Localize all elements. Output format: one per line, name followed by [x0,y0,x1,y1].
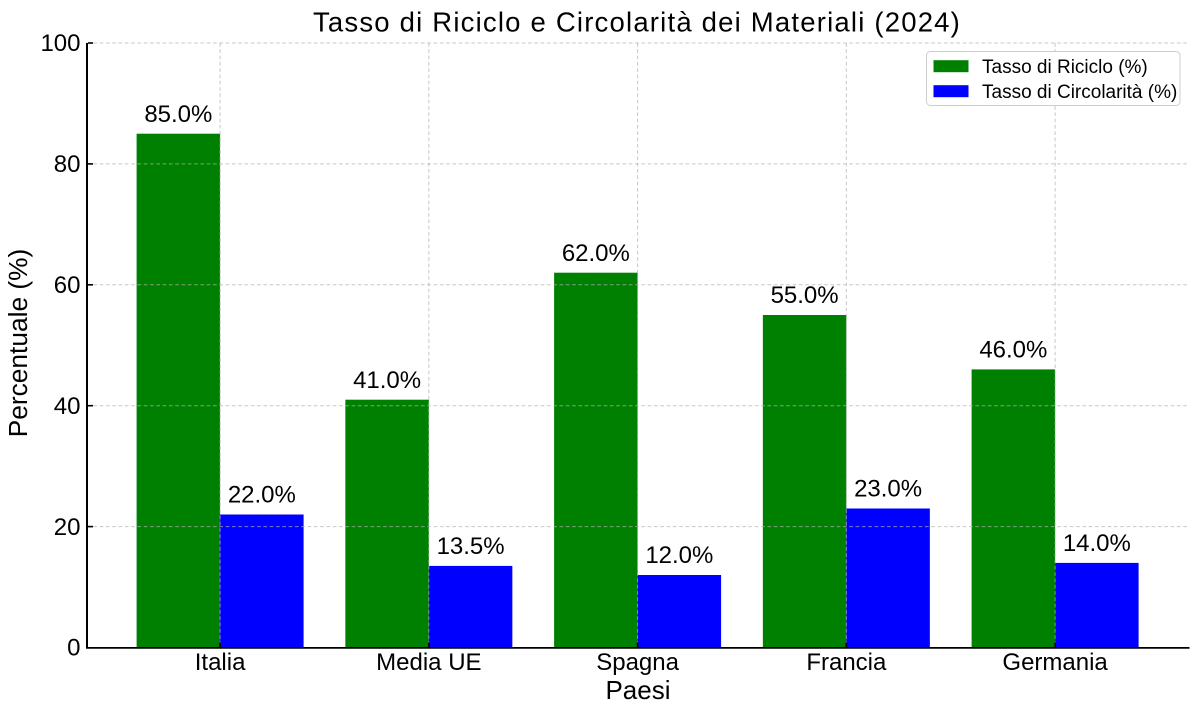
svg-text:Francia: Francia [806,649,887,676]
svg-text:60: 60 [54,272,81,299]
svg-text:14.0%: 14.0% [1063,530,1131,557]
svg-text:40: 40 [54,393,81,420]
svg-text:46.0%: 46.0% [979,337,1047,364]
svg-text:13.5%: 13.5% [437,533,505,560]
svg-text:22.0%: 22.0% [228,482,296,509]
svg-text:62.0%: 62.0% [562,240,630,267]
svg-text:85.0%: 85.0% [144,101,212,128]
svg-text:Media UE: Media UE [376,649,481,676]
svg-text:Percentuale (%): Percentuale (%) [3,249,33,438]
svg-text:Spagna: Spagna [596,649,679,676]
svg-text:0: 0 [67,635,80,662]
svg-text:Italia: Italia [195,649,246,676]
svg-text:80: 80 [54,151,81,178]
svg-text:Paesi: Paesi [605,675,670,705]
svg-text:12.0%: 12.0% [645,542,713,569]
svg-text:41.0%: 41.0% [353,367,421,394]
svg-text:23.0%: 23.0% [854,476,922,503]
svg-text:Tasso di Riciclo (%): Tasso di Riciclo (%) [982,57,1148,78]
svg-text:Germania: Germania [1002,649,1108,676]
svg-text:Tasso di Riciclo e Circolarità: Tasso di Riciclo e Circolarità dei Mater… [313,7,961,38]
svg-text:20: 20 [54,514,81,541]
svg-text:Tasso di Circolarità (%): Tasso di Circolarità (%) [982,82,1177,103]
svg-text:55.0%: 55.0% [771,282,839,309]
svg-text:100: 100 [40,30,80,57]
